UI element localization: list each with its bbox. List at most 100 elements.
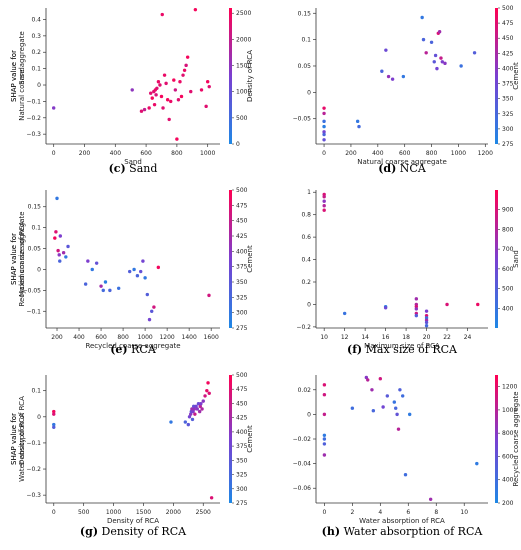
data-point [158, 83, 162, 87]
x-axis-label: Natural coarse aggregate [357, 158, 447, 166]
colorbar-tick-label: 400 [502, 305, 514, 312]
x-tick-label: 8 [434, 509, 438, 516]
y-axis-label: SHAP value forSand [10, 50, 26, 102]
data-point [199, 402, 203, 406]
data-point [101, 288, 105, 293]
data-point [472, 51, 477, 55]
colorbar [229, 375, 232, 503]
data-point [64, 255, 68, 259]
colorbar-tick-label: 475 [236, 202, 248, 209]
colorbar-tick-label: 275 [502, 141, 514, 148]
data-point [86, 259, 90, 263]
data-point [322, 130, 326, 134]
data-point [61, 251, 66, 255]
data-point [200, 407, 204, 411]
colorbar-tick-label: 275 [236, 325, 248, 332]
data-point [322, 433, 327, 438]
colorbar-tick-label: 800 [502, 430, 514, 437]
data-point [396, 427, 401, 431]
colorbar-tick-label: 375 [236, 264, 248, 271]
colorbar-tick-label: 400 [236, 248, 248, 255]
colorbar-tick-label: 2000 [236, 36, 251, 43]
data-point [139, 269, 143, 274]
data-point [322, 199, 326, 203]
data-point [204, 104, 208, 109]
data-point [58, 259, 62, 263]
y-axis-label: SHAP value forWater absorption of RCA [10, 396, 26, 482]
subplot-5: 0 500 1000 1500 2000 2500 −0.3 −0.2 −0.1 0 0.1 Dens… [10, 372, 254, 538]
data-point [445, 302, 449, 307]
x-tick-label: 1000 [137, 334, 152, 341]
data-point [420, 15, 424, 20]
data-point [189, 89, 193, 94]
data-point [184, 63, 188, 68]
colorbar-tick-label: 1000 [502, 407, 517, 414]
x-tick-label: 22 [443, 334, 451, 341]
data-point [355, 119, 360, 124]
x-tick-label: 20 [423, 334, 431, 341]
y-tick-label: −0.05 [23, 287, 42, 294]
data-point [52, 422, 56, 427]
colorbar-label: Cement [246, 245, 254, 273]
data-point [181, 73, 185, 77]
data-point [196, 402, 201, 406]
colorbar-tick-label: 325 [236, 294, 248, 301]
y-tick-label: 0.15 [298, 10, 312, 17]
data-point [371, 408, 376, 413]
data-point [169, 99, 173, 104]
data-point [392, 400, 397, 404]
y-tick-label: 0.4 [301, 257, 311, 264]
data-point [378, 376, 383, 381]
colorbar-tick-label: 350 [236, 279, 248, 286]
colorbar [495, 190, 498, 328]
colorbar-label: Density of RCA [246, 50, 254, 102]
data-point [58, 234, 63, 238]
x-tick-label: 1200 [159, 334, 174, 341]
data-point [201, 399, 205, 403]
colorbar-tick-label: 800 [502, 226, 514, 233]
data-point [380, 69, 384, 73]
data-point [197, 409, 202, 414]
colorbar-tick-label: 300 [236, 310, 248, 317]
x-axis-label: Maximum size of RCA [364, 342, 440, 350]
y-tick-label: 0 [37, 82, 41, 89]
data-point [386, 74, 391, 79]
colorbar-label: Sand [512, 250, 520, 268]
data-point [205, 388, 209, 393]
x-tick-label: 10 [320, 334, 328, 341]
y-tick-label: 0.6 [301, 234, 311, 241]
y-tick-label: 0.15 [28, 204, 42, 211]
colorbar-tick-label: 400 [236, 429, 248, 436]
colorbar-tick-label: 450 [236, 400, 248, 407]
data-point [162, 73, 167, 77]
colorbar [495, 375, 498, 503]
colorbar-tick-label: 600 [502, 453, 514, 460]
data-point [185, 55, 190, 59]
data-point [322, 453, 327, 457]
data-point [207, 293, 211, 298]
data-point [52, 412, 56, 416]
y-axis-label: SHAP value forNatural coarse aggregate [10, 31, 26, 121]
data-point [322, 195, 326, 199]
colorbar-tick-label: 450 [236, 218, 248, 225]
data-point [424, 324, 429, 328]
data-point [322, 383, 327, 387]
y-tick-label: 0.2 [301, 279, 311, 286]
colorbar-tick-label: 400 [502, 477, 514, 484]
y-tick-label: −0.1 [26, 98, 41, 105]
data-point [322, 124, 326, 129]
data-point [322, 442, 327, 446]
colorbar-label: Cement [512, 62, 520, 90]
x-tick-label: 6 [406, 509, 410, 516]
data-point [187, 415, 192, 419]
colorbar-tick-label: 300 [502, 126, 514, 133]
colorbar-tick-label: 600 [502, 266, 514, 273]
colorbar-tick-label: 425 [502, 50, 514, 57]
x-tick-label: 500 [78, 509, 90, 516]
data-point [414, 307, 419, 311]
data-point [433, 53, 438, 58]
data-point [322, 111, 326, 116]
x-tick-label: 2500 [196, 509, 211, 516]
y-tick-label: 0 [307, 301, 311, 308]
x-tick-label: 14 [361, 334, 369, 341]
